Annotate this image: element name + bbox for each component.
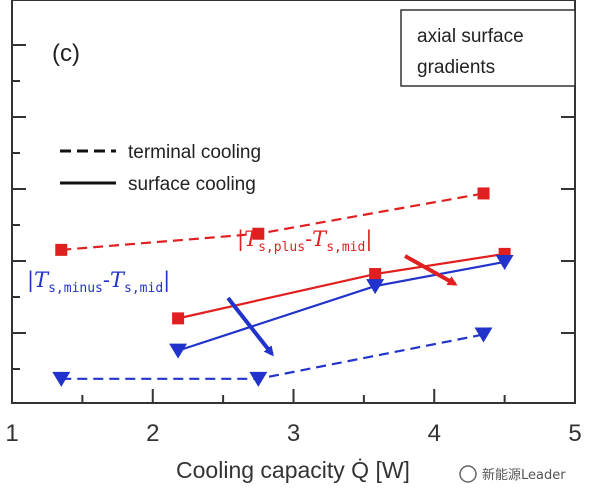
annotation-minus-sub1: s,minus (48, 281, 103, 296)
series-line-3 (61, 333, 484, 380)
x-axis-title: Cooling capacity Q̇ [W] (176, 457, 410, 483)
annotation-minus-sub2: s,mid (124, 281, 163, 296)
annotation-plus-t1: T (244, 227, 260, 251)
legend-surface-label: surface cooling (128, 174, 256, 195)
x-tick-label-4: 4 (428, 420, 441, 447)
x-tick-label-1: 1 (5, 420, 18, 447)
x-tick-labels: 1 2 3 4 5 (5, 420, 581, 447)
annotation-plus-sub2: s,mid (326, 240, 365, 255)
annotation-minus-t2: T (110, 268, 126, 292)
legend-terminal-label: terminal cooling (128, 142, 261, 163)
y-ticks (12, 44, 575, 370)
watermark-logo-icon (459, 465, 477, 483)
series-3-point-1 (249, 371, 268, 387)
annotation-plus: |Ts,plus-Ts,mid| (237, 227, 372, 255)
annotation-plus-bar-right: | (365, 227, 372, 252)
annotation-minus-t1: T (34, 268, 50, 292)
series-0 (55, 187, 490, 256)
watermark: 新能源Leader (459, 465, 566, 483)
annotation-plus-bar-left: | (237, 227, 244, 252)
series-0-point-0 (55, 243, 68, 256)
annotation-plus-t2: T (312, 227, 328, 251)
annotation-minus-dash: - (103, 268, 110, 292)
x-tick-label-5: 5 (568, 420, 581, 447)
series-0-point-2 (477, 187, 490, 200)
annotation-minus-bar-right: | (163, 268, 170, 293)
watermark-text: 新能源Leader (482, 467, 566, 483)
series-3-point-2 (474, 327, 493, 343)
info-box-frame (400, 9, 576, 87)
annotation-minus-bar-left: | (27, 268, 34, 293)
series-3 (52, 327, 493, 387)
series-1-point-0 (172, 312, 185, 325)
series-1 (172, 247, 511, 325)
panel-label: (c) (52, 40, 80, 67)
series-2-point-1 (366, 279, 385, 295)
legend: terminal cooling surface cooling (60, 142, 261, 195)
x-tick-label-2: 2 (146, 420, 159, 447)
annotation-plus-dash: - (305, 227, 312, 251)
annotation-minus: |Ts,minus-Ts,mid| (27, 268, 170, 296)
series-0-point-1 (252, 227, 265, 240)
info-box-line-2: gradients (417, 57, 495, 78)
annotation-plus-arrow (404, 254, 458, 286)
annotation-minus-arrow (226, 296, 274, 357)
series-layer (52, 187, 514, 387)
series-2-point-2 (495, 254, 514, 270)
info-box-line-1: axial surface (417, 26, 524, 47)
info-box: axial surface gradients (400, 9, 576, 87)
x-ticks (81, 389, 506, 403)
annotation-plus-sub1: s,plus (258, 240, 305, 255)
x-tick-label-3: 3 (287, 420, 300, 447)
series-3-point-0 (52, 371, 71, 387)
series-1-point-1 (369, 268, 382, 281)
series-line-1 (177, 252, 505, 320)
series-2 (169, 254, 514, 359)
series-2-point-0 (169, 343, 188, 359)
